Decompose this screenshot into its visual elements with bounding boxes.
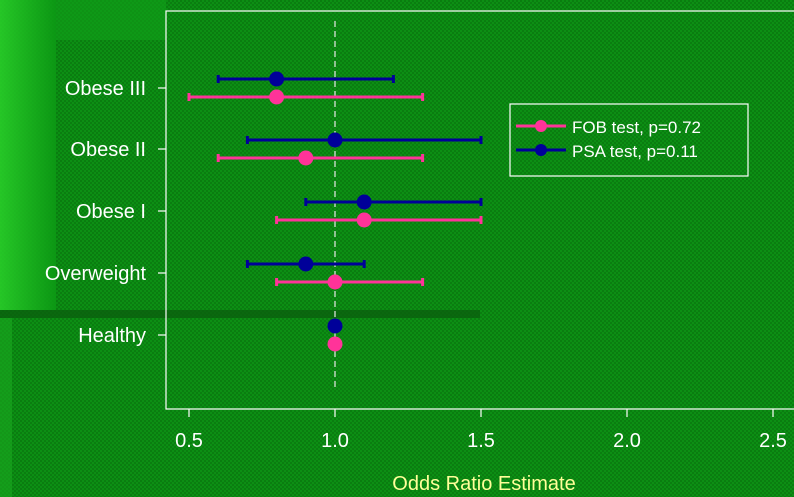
x-tick-label: 1.5 bbox=[467, 430, 495, 452]
y-tick-label: Obese III bbox=[65, 78, 146, 100]
y-axis: Obese III Obese II Obese I Overweight Health… bbox=[45, 78, 166, 347]
legend-label-fob: FOB test, p=0.72 bbox=[572, 118, 701, 137]
y-tick-label: Healthy bbox=[78, 325, 146, 347]
point-fob bbox=[298, 151, 313, 166]
point-psa bbox=[357, 195, 372, 210]
point-fob bbox=[328, 275, 343, 290]
x-axis-title: Odds Ratio Estimate bbox=[392, 473, 575, 495]
point-fob bbox=[328, 337, 343, 352]
x-axis: 0.5 1.0 1.5 2.0 2.5 bbox=[175, 409, 787, 452]
point-psa bbox=[269, 72, 284, 87]
legend-marker-psa bbox=[535, 144, 547, 156]
legend-marker-fob bbox=[535, 120, 547, 132]
x-tick-label: 0.5 bbox=[175, 430, 203, 452]
point-psa bbox=[328, 133, 343, 148]
point-psa bbox=[328, 319, 343, 334]
legend-box bbox=[510, 104, 748, 176]
y-tick-label: Obese II bbox=[70, 139, 146, 161]
legend-label-psa: PSA test, p=0.11 bbox=[572, 142, 698, 161]
point-fob bbox=[357, 213, 372, 228]
x-tick-label: 1.0 bbox=[321, 430, 349, 452]
y-tick-label: Obese I bbox=[76, 201, 146, 223]
x-tick-label: 2.0 bbox=[613, 430, 641, 452]
point-fob bbox=[269, 90, 284, 105]
y-tick-label: Overweight bbox=[45, 263, 147, 285]
plot-frame bbox=[166, 11, 794, 409]
point-psa bbox=[298, 257, 313, 272]
legend: FOB test, p=0.72 PSA test, p=0.11 bbox=[510, 104, 748, 176]
x-tick-label: 2.5 bbox=[759, 430, 787, 452]
